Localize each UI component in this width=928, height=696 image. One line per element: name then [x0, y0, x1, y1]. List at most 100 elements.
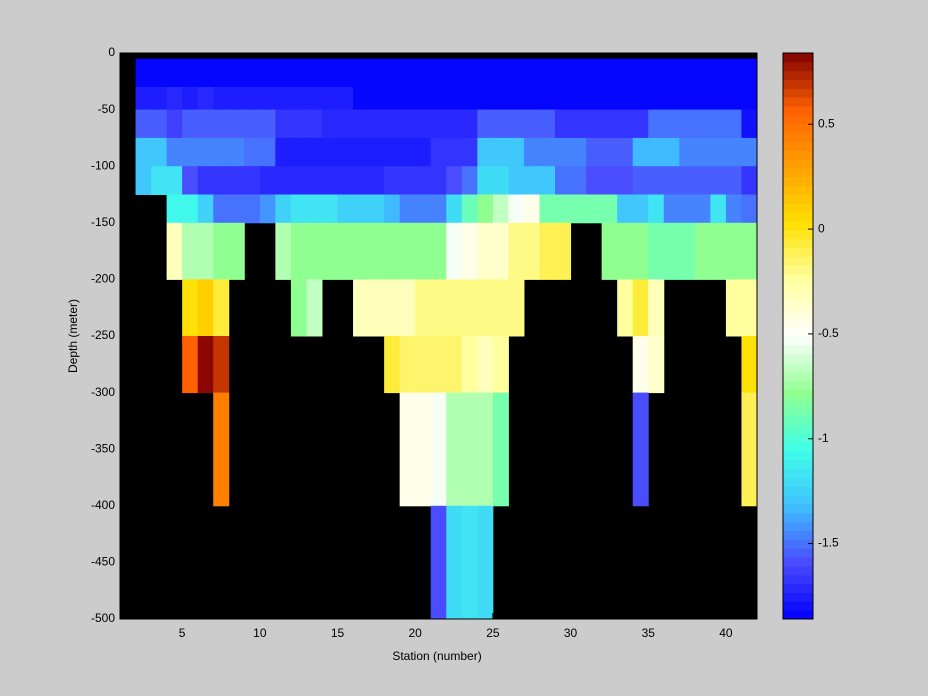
heatmap-cell: [430, 222, 447, 280]
heatmap-cell: [399, 222, 416, 280]
colorbar-step: [783, 159, 813, 169]
colorbar-step: [783, 539, 813, 549]
heatmap-cell: [415, 166, 432, 195]
heatmap-cell: [461, 58, 478, 88]
heatmap-cell: [725, 86, 742, 111]
heatmap-cell: [415, 109, 432, 139]
heatmap-cell: [151, 58, 168, 88]
heatmap-cell: [710, 58, 727, 88]
heatmap-cell: [275, 222, 292, 280]
heatmap-cell: [663, 137, 680, 167]
colorbar-step: [783, 442, 813, 452]
heatmap-cell: [290, 86, 307, 111]
heatmap-cell: [430, 505, 447, 620]
heatmap-cell: [539, 109, 556, 139]
heatmap-cell: [492, 137, 509, 167]
heatmap-cell: [679, 109, 696, 139]
heatmap-cell: [694, 194, 711, 224]
heatmap-cell: [617, 166, 634, 195]
heatmap-cell: [741, 279, 758, 337]
heatmap-cell: [446, 137, 463, 167]
x-axis-label: Station (number): [392, 649, 481, 663]
colorbar-step: [783, 185, 813, 195]
heatmap-cell: [384, 137, 401, 167]
heatmap-cell: [166, 137, 183, 167]
heatmap-cell: [197, 109, 214, 139]
heatmap-cell: [290, 166, 307, 195]
heatmap-cell: [337, 194, 354, 224]
heatmap-cell: [523, 58, 540, 88]
heatmap-cell: [725, 58, 742, 88]
heatmap-cell: [694, 222, 711, 280]
x-tick-label: 15: [331, 626, 345, 640]
heatmap-cell: [508, 166, 525, 195]
heatmap-cell: [135, 58, 152, 88]
colorbar-frame: [782, 52, 814, 620]
heatmap-cell: [492, 336, 509, 394]
colorbar-step: [783, 495, 813, 505]
heatmap-cell: [259, 137, 276, 167]
colorbar-step: [783, 486, 813, 496]
colorbar-step: [783, 274, 813, 284]
heatmap-cell: [710, 86, 727, 111]
heatmap-cell: [368, 279, 385, 337]
heatmap-cell: [601, 194, 618, 224]
heatmap-cell: [570, 194, 587, 224]
heatmap-cell: [290, 279, 307, 337]
colorbar-step: [783, 88, 813, 98]
heatmap-cell: [244, 86, 261, 111]
heatmap-cell: [508, 58, 525, 88]
heatmap-cell: [523, 222, 540, 280]
heatmap-cell: [741, 86, 758, 111]
colorbar-step: [783, 433, 813, 443]
heatmap-cell: [321, 222, 339, 280]
heatmap-cell: [384, 109, 401, 139]
heatmap-cell: [523, 109, 540, 139]
heatmap-cell: [415, 336, 432, 394]
colorbar-step: [783, 97, 813, 107]
heatmap-cell: [461, 392, 478, 507]
heatmap-cell: [477, 137, 494, 167]
heatmap-cell: [741, 336, 758, 394]
heatmap-cell: [539, 137, 556, 167]
colorbar-tick-label: -1.5: [818, 536, 839, 550]
heatmap-cell: [492, 58, 509, 88]
colorbar-step: [783, 397, 813, 408]
heatmap-cell: [632, 222, 649, 280]
y-tick-label: -350: [91, 441, 115, 455]
heatmap-cell: [632, 336, 649, 394]
heatmap-cell: [477, 505, 494, 620]
heatmap-cell: [321, 137, 339, 167]
heatmap-cell: [539, 86, 556, 111]
heatmap-cell: [523, 86, 540, 111]
heatmap-cell: [477, 279, 494, 337]
heatmap-cell: [523, 137, 540, 167]
heatmap-cell: [461, 194, 478, 224]
heatmap-cell: [321, 109, 339, 139]
heatmap-cell: [135, 137, 152, 167]
colorbar-step: [783, 450, 813, 461]
heatmap-cell: [430, 392, 447, 507]
colorbar-step: [783, 459, 813, 470]
heatmap-cell: [182, 194, 199, 224]
colorbar-step: [783, 291, 813, 302]
heatmap-cell: [477, 336, 494, 394]
heatmap-cell: [648, 222, 665, 280]
colorbar-step: [783, 309, 813, 319]
heatmap-cell: [617, 109, 634, 139]
heatmap-cell: [228, 109, 245, 139]
heatmap-cell: [151, 137, 168, 167]
colorbar-step: [783, 106, 813, 116]
colorbar-tick-label: -1: [818, 431, 829, 445]
heatmap-cell: [741, 166, 758, 195]
colorbar-step: [783, 141, 813, 151]
colorbar-step: [783, 256, 813, 266]
heatmap-cell: [741, 137, 758, 167]
heatmap-cell: [306, 279, 323, 337]
heatmap-cell: [182, 137, 199, 167]
heatmap-cell: [384, 222, 401, 280]
heatmap-cell: [135, 109, 152, 139]
heatmap-cell: [368, 58, 385, 88]
colorbar-step: [783, 592, 813, 602]
